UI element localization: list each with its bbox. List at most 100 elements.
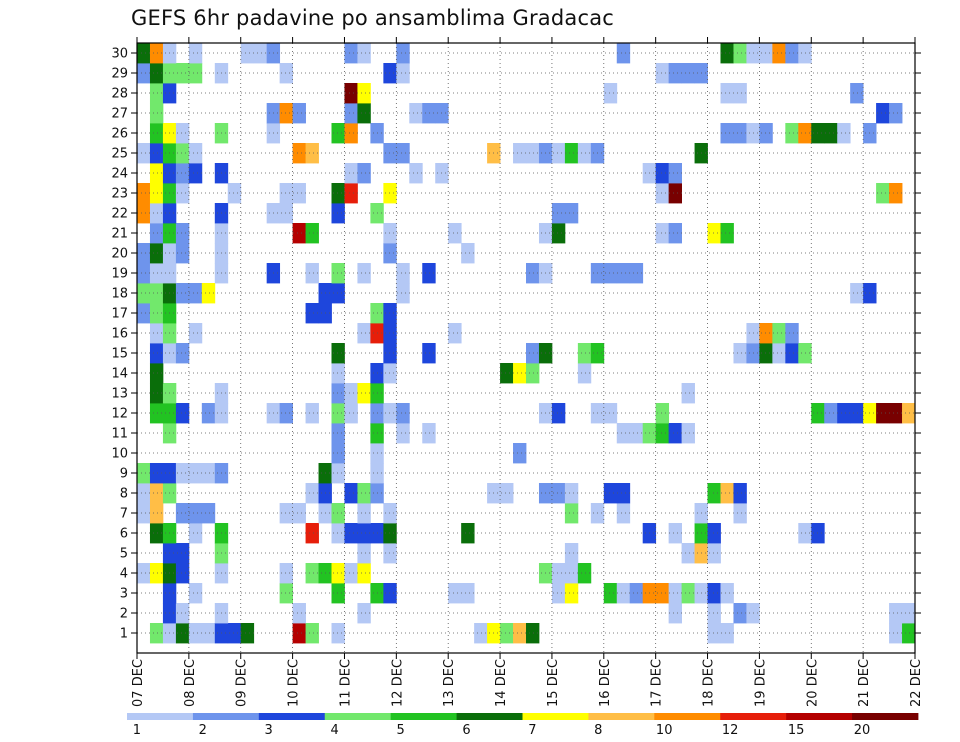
y-tick-label: 22 — [111, 207, 128, 222]
heatmap-cell — [305, 303, 319, 324]
heatmap-cell — [733, 503, 747, 524]
heatmap-cell — [227, 623, 242, 644]
x-tick-label: 13 DEC — [442, 659, 457, 707]
legend-label: 4 — [330, 723, 338, 738]
x-tick-label: 21 DEC — [857, 659, 872, 707]
heatmap-cell — [513, 443, 527, 464]
heatmap-cell — [175, 143, 190, 164]
heatmap-cell — [850, 83, 864, 104]
heatmap-cell — [603, 403, 618, 424]
x-tick-label: 22 DEC — [909, 659, 924, 707]
heatmap-cell — [149, 323, 164, 344]
heatmap-cell — [344, 403, 358, 424]
plot-frame — [136, 42, 916, 654]
heatmap-cell — [331, 383, 345, 404]
heatmap-cell — [564, 503, 579, 524]
heatmap-cell — [188, 163, 203, 184]
y-tick-label: 4 — [120, 567, 128, 582]
heatmap-cell — [785, 343, 799, 364]
heatmap-cell — [551, 223, 566, 244]
heatmap-cell — [551, 563, 566, 584]
heatmap-cell — [733, 43, 747, 64]
heatmap-cell — [344, 563, 358, 584]
heatmap-cell — [240, 43, 255, 64]
heatmap-cell — [331, 263, 345, 284]
legend-label: 10 — [656, 723, 673, 738]
heatmap-cell — [292, 103, 306, 124]
heatmap-cell — [513, 623, 527, 644]
heatmap-cell — [175, 343, 190, 364]
heatmap-cell — [357, 563, 371, 584]
y-tick-label: 12 — [111, 407, 128, 422]
heatmap-cell — [564, 483, 579, 504]
legend-label: 6 — [462, 723, 470, 738]
heatmap-cell — [396, 403, 410, 424]
y-tick-label: 1 — [120, 627, 128, 642]
heatmap-cell — [500, 623, 514, 644]
heatmap-cell — [448, 323, 462, 344]
heatmap-cell — [720, 83, 734, 104]
heatmap-cell — [551, 143, 566, 164]
heatmap-cell — [149, 343, 164, 364]
heatmap-cell — [902, 623, 916, 644]
heatmap-cell — [331, 503, 345, 524]
heatmap-cell — [707, 543, 721, 564]
heatmap-cell — [188, 463, 203, 484]
heatmap-cell — [357, 323, 371, 344]
heatmap-cell — [396, 43, 410, 64]
legend-swatch — [192, 713, 260, 720]
heatmap-cell — [201, 283, 216, 304]
y-tick-label: 5 — [120, 547, 128, 562]
heatmap-cell — [876, 403, 890, 424]
heatmap-cell — [331, 583, 345, 604]
x-tick-label: 18 DEC — [702, 659, 717, 707]
heatmap-cell — [798, 523, 812, 544]
heatmap-cell — [149, 143, 164, 164]
heatmap-cell — [149, 123, 164, 144]
heatmap-cell — [292, 503, 306, 524]
heatmap-cell — [564, 583, 579, 604]
heatmap-cell — [798, 343, 812, 364]
y-tick-label: 26 — [111, 127, 128, 142]
y-tick-label: 27 — [111, 107, 128, 122]
y-tick-label: 9 — [120, 467, 128, 482]
heatmap-cell — [681, 63, 695, 84]
heatmap-cell — [175, 403, 190, 424]
heatmap-cell — [422, 103, 436, 124]
heatmap-cell — [837, 403, 851, 424]
heatmap-cell — [279, 103, 293, 124]
y-tick-label: 2 — [120, 607, 128, 622]
heatmap-cell — [772, 343, 786, 364]
heatmap-cell — [201, 463, 216, 484]
y-tick-label: 14 — [111, 367, 128, 382]
heatmap-cell — [616, 263, 631, 284]
heatmap-cell — [331, 203, 345, 224]
heatmap-cell — [837, 123, 851, 144]
y-tick-label: 15 — [111, 347, 128, 362]
heatmap-cell — [305, 403, 319, 424]
heatmap-cell — [733, 83, 747, 104]
heatmap-cell — [668, 523, 682, 544]
heatmap-cell — [305, 143, 319, 164]
heatmap-cell — [137, 463, 151, 484]
heatmap-cell — [357, 163, 371, 184]
y-tick-label: 21 — [111, 227, 128, 242]
heatmap-cell — [331, 403, 345, 424]
heatmap-cell — [175, 563, 190, 584]
heatmap-cell — [188, 143, 203, 164]
heatmap-cell — [227, 183, 242, 204]
heatmap-cell — [188, 323, 203, 344]
heatmap-cell — [149, 103, 164, 124]
heatmap-cell — [409, 163, 423, 184]
heatmap-cell — [383, 543, 397, 564]
y-tick-label: 13 — [111, 387, 128, 402]
heatmap-cell — [344, 123, 358, 144]
y-tick-label: 24 — [111, 167, 128, 182]
heatmap-cell — [344, 483, 358, 504]
heatmap-cell — [759, 43, 773, 64]
legend-label: 12 — [722, 723, 739, 738]
heatmap-cell — [149, 203, 164, 224]
heatmap-cell — [305, 483, 319, 504]
heatmap-cell — [668, 223, 682, 244]
